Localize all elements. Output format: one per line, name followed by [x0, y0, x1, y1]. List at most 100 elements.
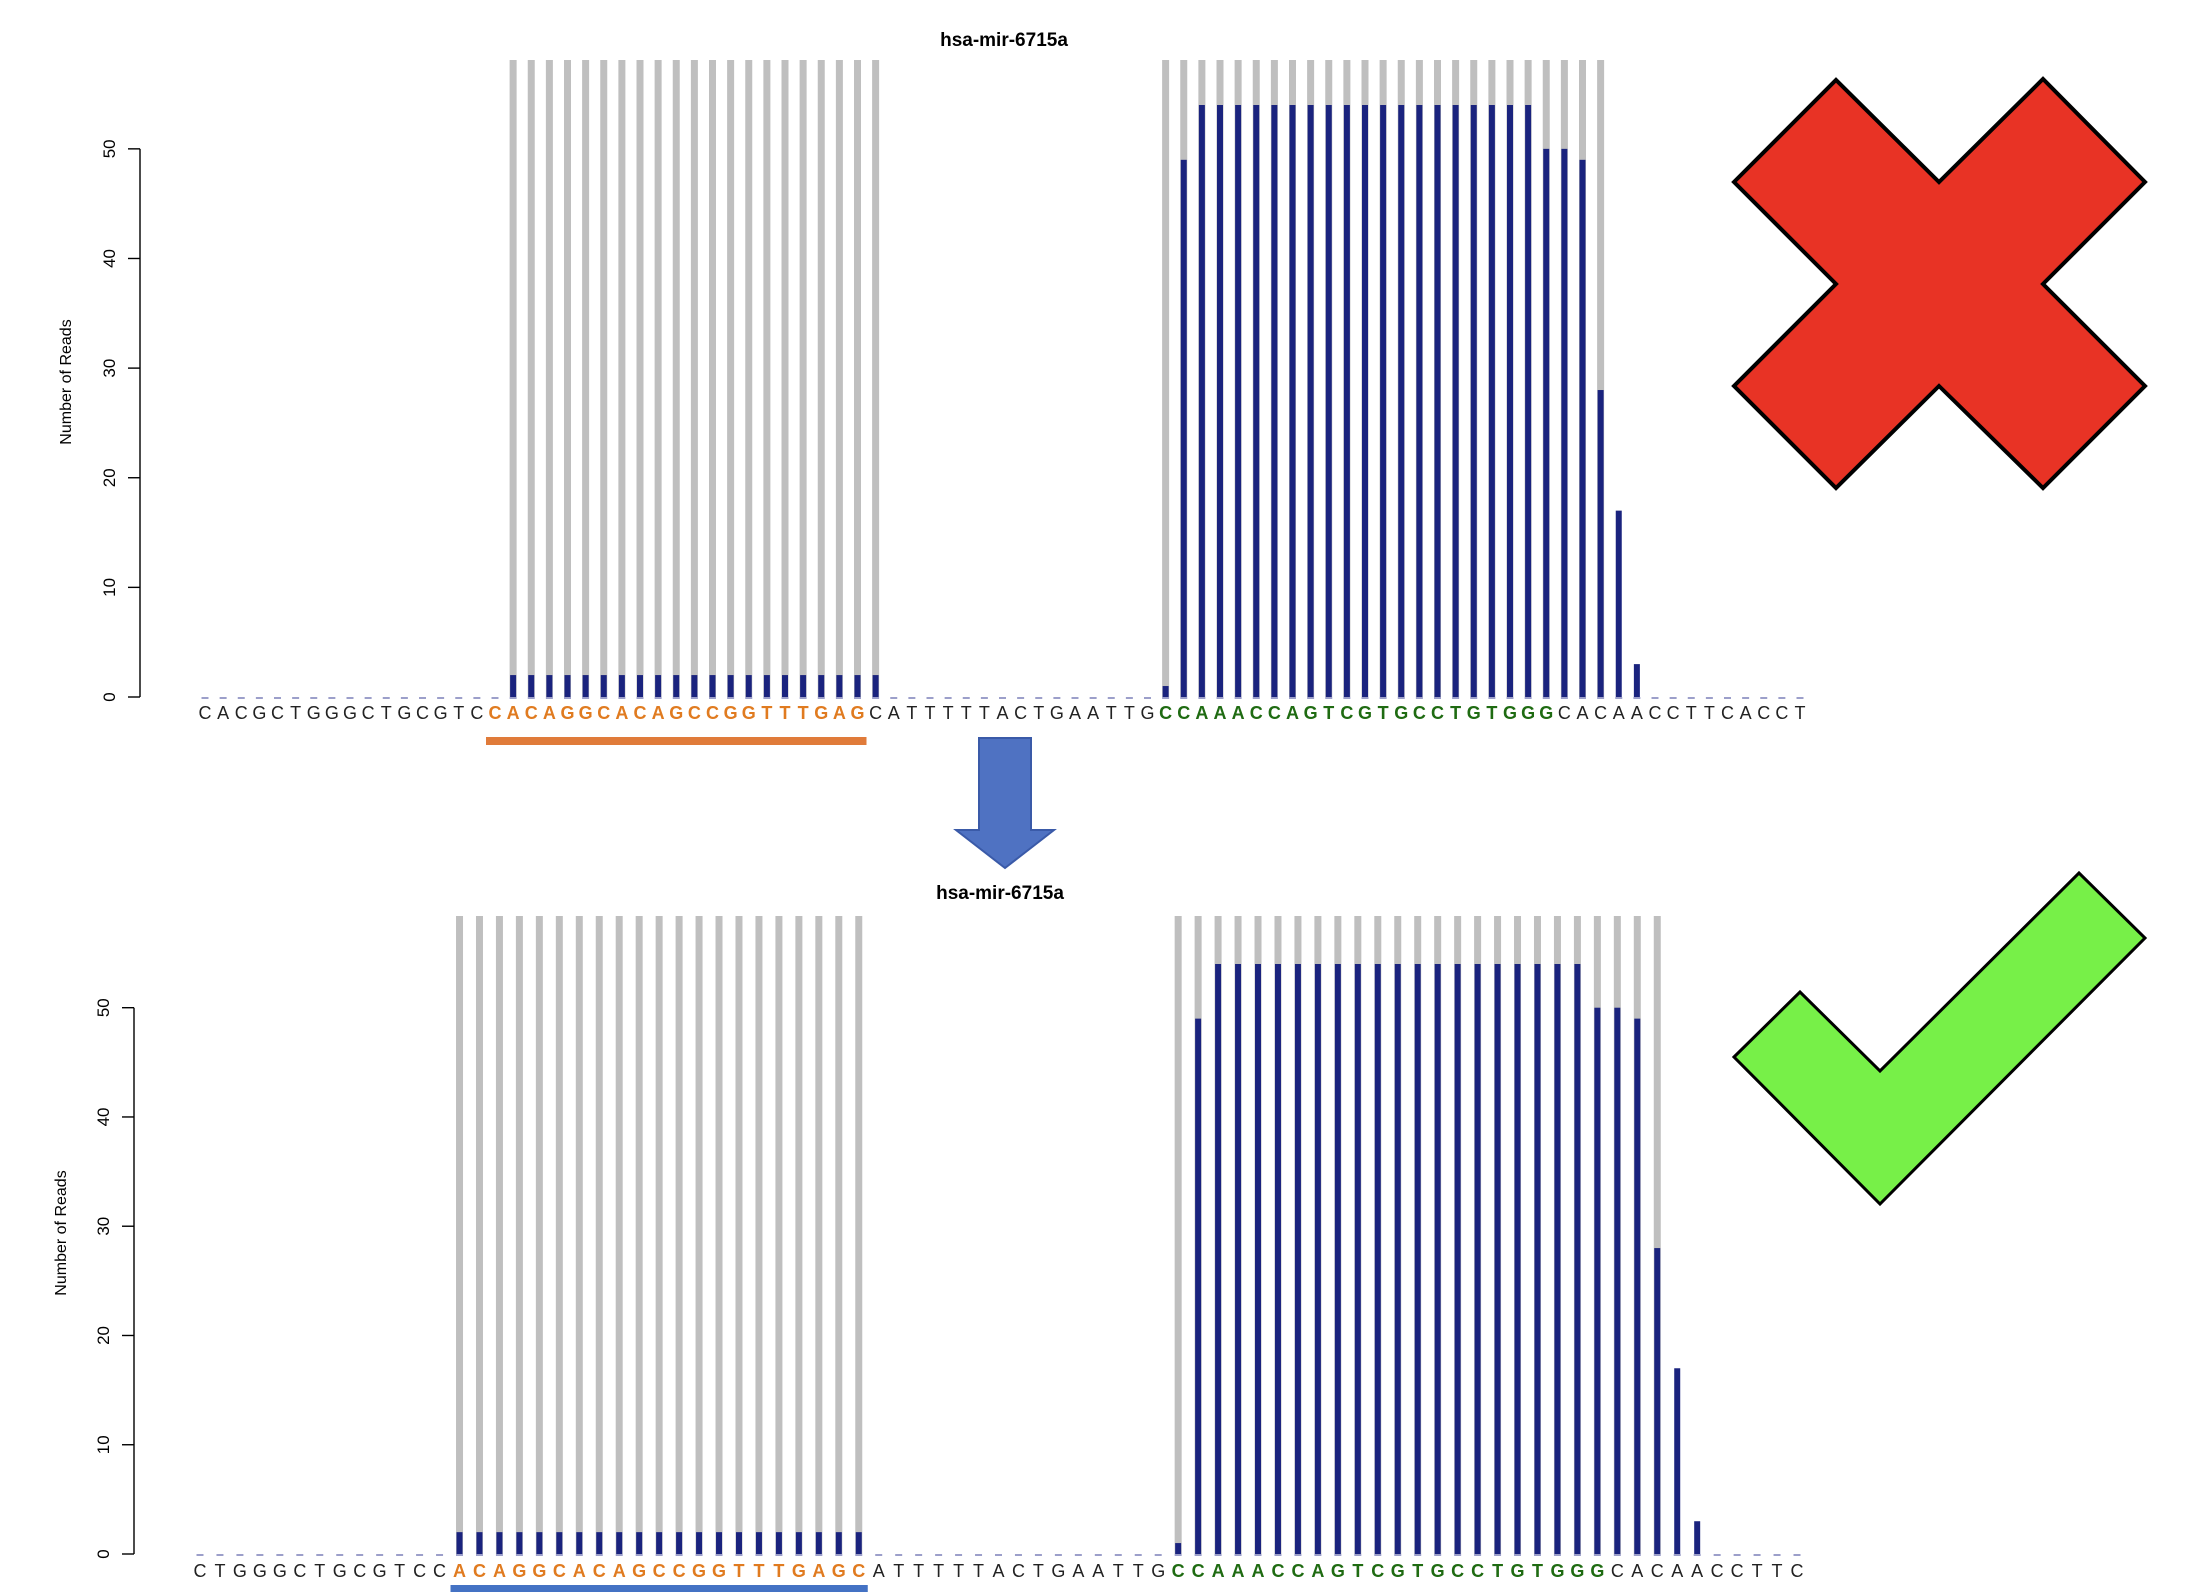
sequence-base: G [333, 1561, 347, 1581]
precursor-bar [855, 916, 863, 1554]
sequence-base: T [290, 703, 301, 723]
coverage-bar [1574, 964, 1581, 1554]
coverage-bar [1380, 105, 1387, 697]
sequence-base: T [1795, 703, 1806, 723]
green-check-icon [1731, 870, 2148, 1207]
y-axis-after: 0 10 20 30 40 50 [94, 998, 135, 1559]
precursor-bar [515, 916, 523, 1554]
coverage-bar [745, 675, 752, 697]
coverage-bar [1217, 105, 1223, 697]
coverage-bar [596, 1532, 603, 1554]
coverage-bar [576, 1532, 583, 1554]
sequence-base: A [652, 703, 665, 723]
coverage-bar [1325, 105, 1332, 697]
sequence-base: C [416, 703, 429, 723]
coverage-bar [516, 1532, 523, 1554]
coverage-bar [1434, 105, 1441, 697]
sequence-base: G [512, 1561, 526, 1581]
y-axis-before: 0 10 20 30 40 50 [100, 139, 141, 702]
chart-panel-after: hsa-mir-6715a Number of Reads 0 10 20 30 40 5… [53, 883, 1804, 1592]
sequence-base: A [1087, 703, 1099, 723]
coverage-bar [528, 675, 535, 697]
coverage-bar [1561, 148, 1568, 697]
sequence-base: A [1671, 1561, 1683, 1581]
sequence-base: G [343, 703, 357, 723]
coverage-bar [1253, 105, 1260, 697]
precursor-bar [727, 60, 735, 697]
sequence-base: G [1590, 1561, 1604, 1581]
precursor-bar [1653, 916, 1661, 1554]
precursor-bar [509, 60, 517, 697]
coverage-bar [556, 1532, 563, 1554]
coverage-bar [676, 1532, 683, 1554]
sequence-base: C [1651, 1561, 1664, 1581]
sequence-base: T [1378, 703, 1389, 723]
sequence-base: A [812, 1561, 825, 1581]
coverage-bar [1289, 105, 1296, 697]
sequence-base: C [362, 703, 375, 723]
precursor-bar [672, 60, 680, 697]
coverage-bar [755, 1532, 762, 1554]
coverage-bar [618, 675, 625, 697]
sequence-base: G [1358, 703, 1372, 723]
precursor-bar [618, 60, 626, 697]
sequence-base: T [943, 703, 954, 723]
sequence-base: G [325, 703, 339, 723]
coverage-bar [815, 1532, 822, 1554]
sequence-base: G [233, 1561, 247, 1581]
y-tick-label: 20 [94, 1326, 113, 1345]
sequence-base: G [814, 703, 828, 723]
sequence-base: A [1252, 1561, 1265, 1581]
sequence-base: C [852, 1561, 865, 1581]
coverage-bar [1354, 964, 1361, 1554]
coverage-bar [1414, 964, 1421, 1554]
sequence-base: C [1268, 703, 1281, 723]
sequence-base: T [1033, 1561, 1044, 1581]
sequence-base: G [724, 703, 738, 723]
sequence-base: C [1558, 703, 1571, 723]
coverage-bar [1398, 105, 1405, 697]
chart-title-before: hsa-mir-6715a [940, 30, 1068, 51]
sequence-base: A [992, 1561, 1004, 1581]
sequence-base: C [525, 703, 538, 723]
sequence-base: A [217, 703, 229, 723]
sequence-base: A [888, 703, 900, 723]
sequence-base: C [235, 703, 248, 723]
sequence-base: G [1550, 1561, 1564, 1581]
precursor-bar [781, 60, 789, 697]
coverage-bar [655, 675, 662, 697]
sequence-base: T [1133, 1561, 1144, 1581]
mature-underline [486, 737, 867, 745]
sequence-base: C [1451, 1561, 1464, 1581]
coverage-bar [1434, 964, 1441, 1554]
sequence-base: G [1570, 1561, 1584, 1581]
coverage-bar [1362, 105, 1368, 697]
coverage-bar [1654, 1248, 1661, 1554]
precursor-bar [495, 916, 503, 1554]
coverage-bar [1195, 1018, 1202, 1554]
chart-title-after: hsa-mir-6715a [936, 883, 1064, 904]
sequence-base: G [632, 1561, 646, 1581]
sequence-base: G [307, 703, 321, 723]
sequence-base: A [1311, 1561, 1324, 1581]
sequence-base: T [394, 1561, 405, 1581]
sequence-base: C [1291, 1561, 1304, 1581]
sequence-base: T [893, 1561, 904, 1581]
precursor-bar [872, 60, 880, 697]
precursor-bar [763, 60, 771, 697]
coverage-bar [1343, 105, 1350, 697]
precursor-bar [795, 916, 803, 1554]
sequence-base: C [1172, 1561, 1185, 1581]
sequence-base: G [669, 703, 683, 723]
coverage-bar [1614, 1007, 1621, 1554]
sequence-base: C [1471, 1561, 1484, 1581]
sequence-base: A [1740, 703, 1752, 723]
coverage-bar [1162, 686, 1169, 697]
sequence-base: C [553, 1561, 566, 1581]
sequence-base: T [453, 703, 464, 723]
sequence-base: A [1214, 703, 1227, 723]
sequence-base: G [397, 703, 411, 723]
coverage-bar [1507, 105, 1513, 697]
sequence-base: C [194, 1561, 207, 1581]
sequence-base: A [543, 703, 556, 723]
